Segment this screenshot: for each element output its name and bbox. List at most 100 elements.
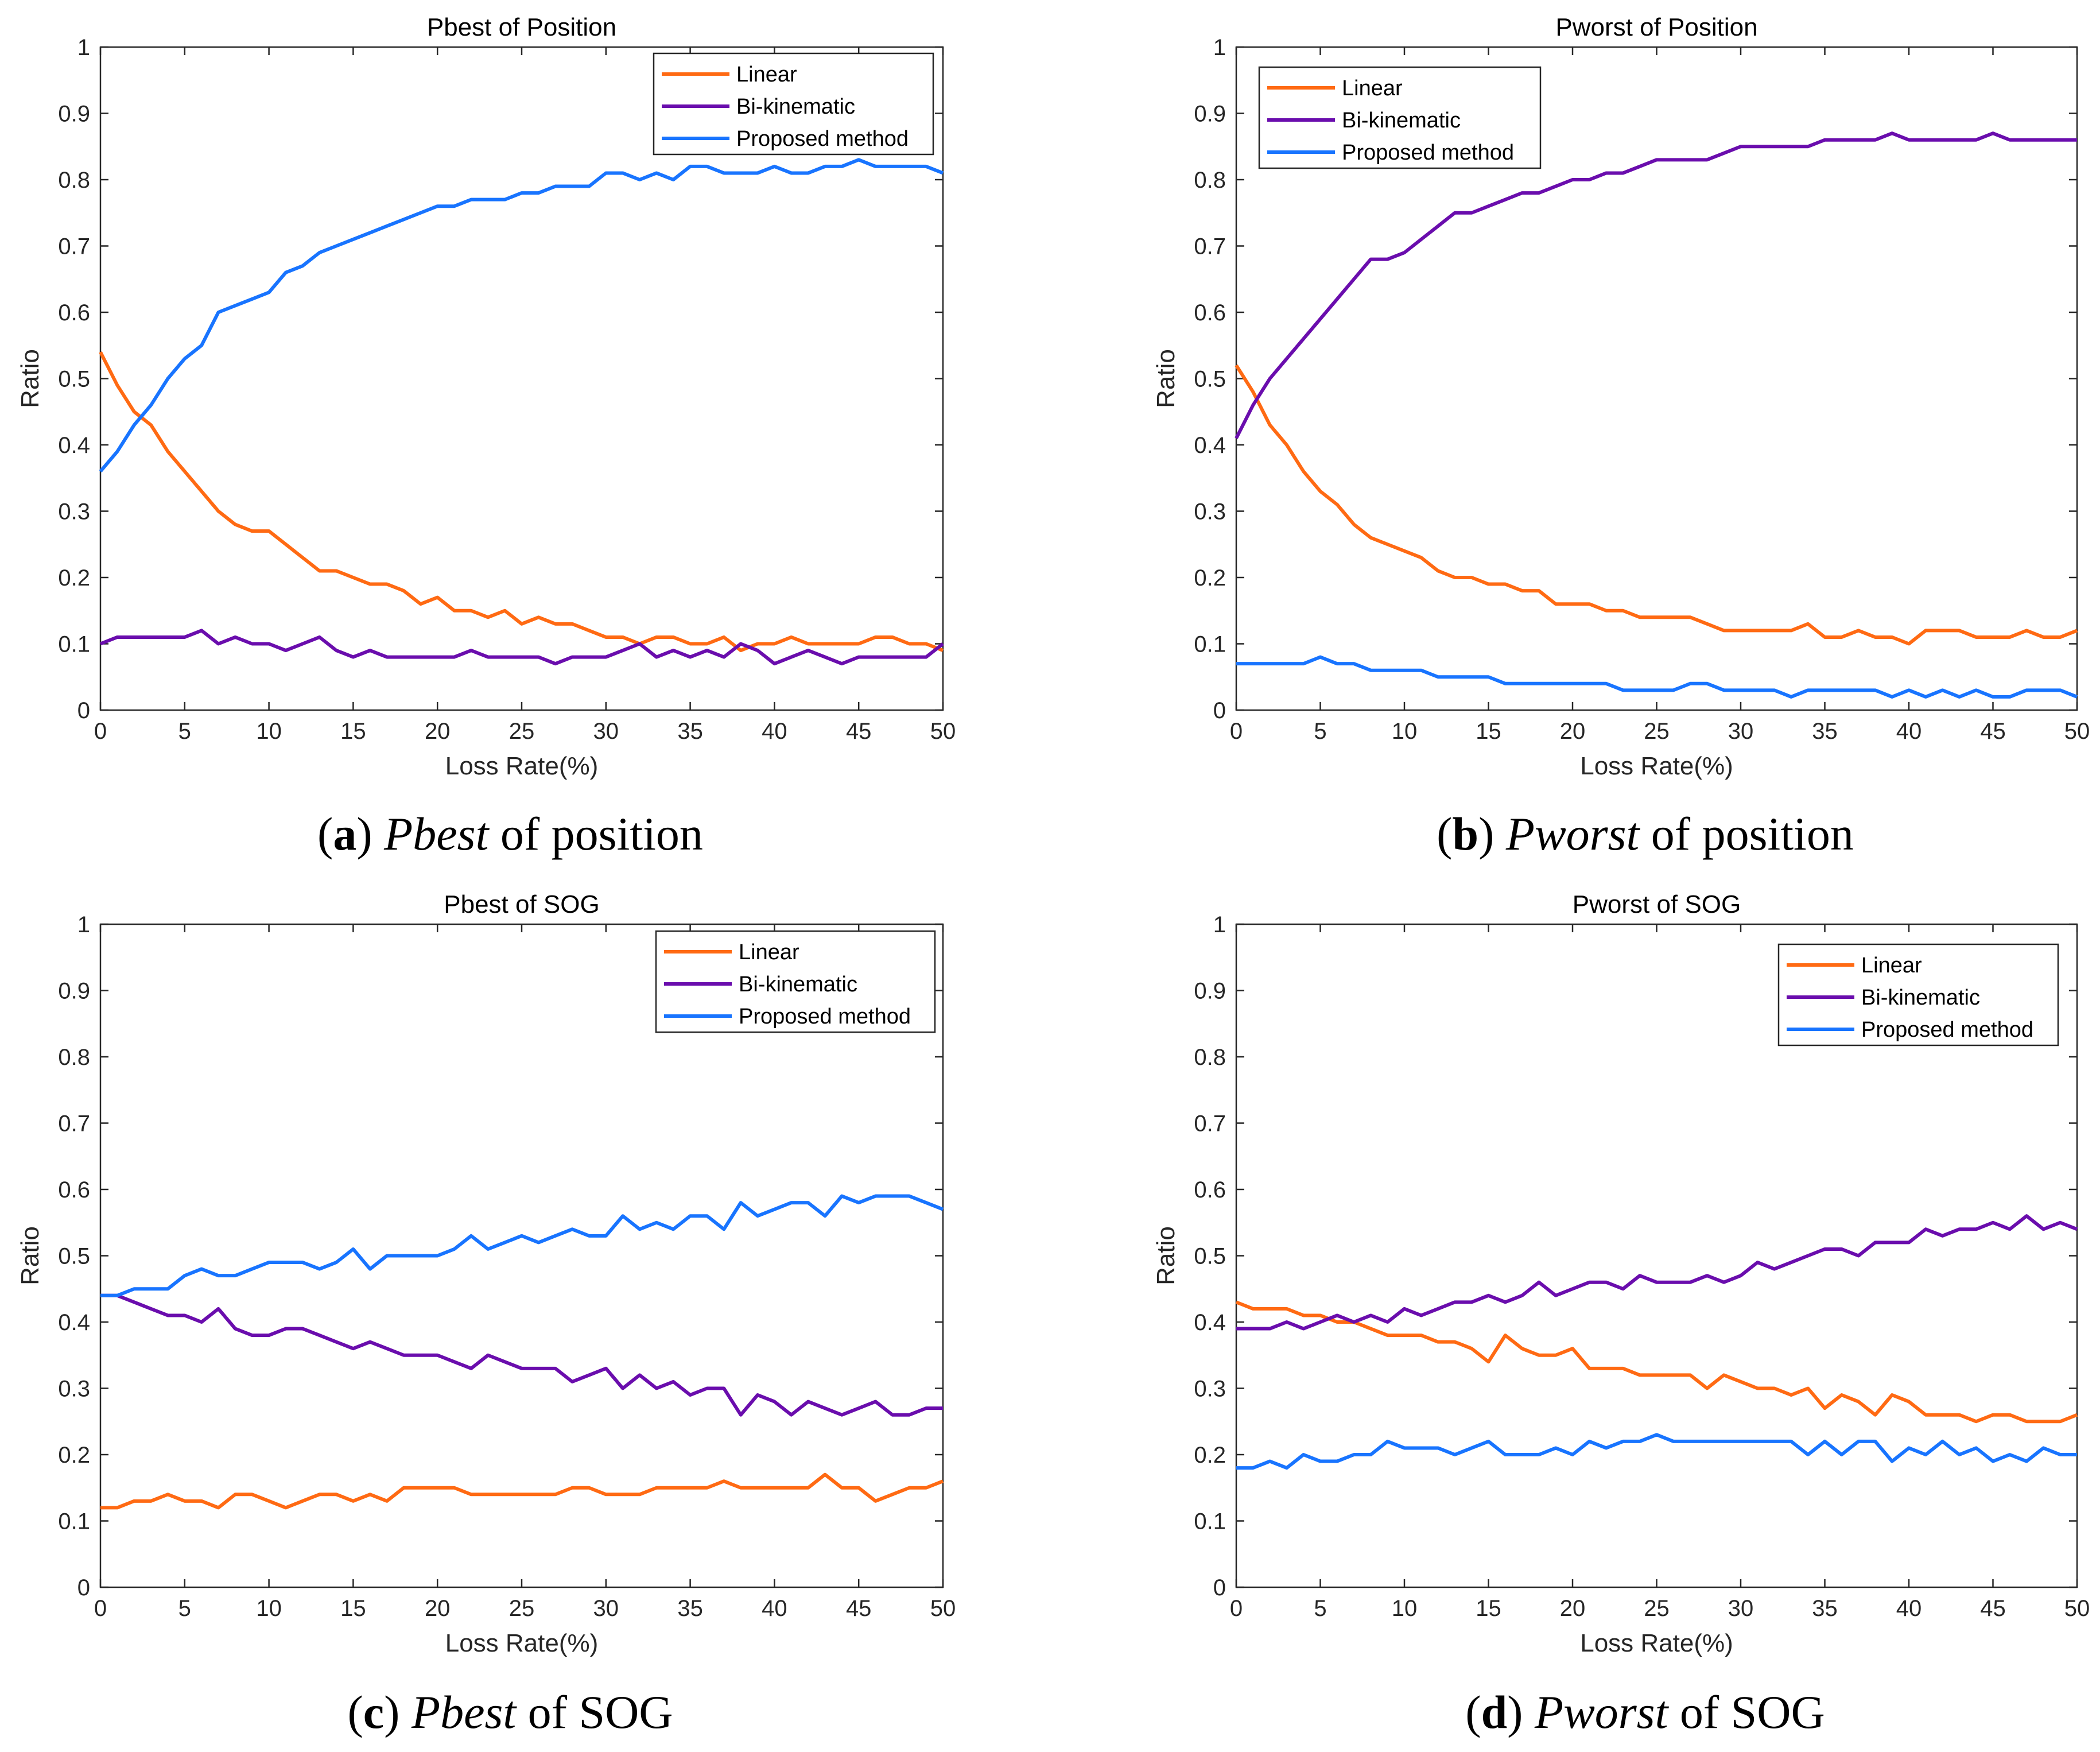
chart-4: 0 5 10 15 20 25 30 35 40 45 50 0 0.1 0.2 0.3 0.4 0.5 0.6 0… — [1152, 890, 2090, 1738]
y-tick-label: 0.3 — [58, 499, 90, 525]
legend: Linear Bi-kinematic Proposed method — [1777, 943, 2059, 1046]
y-tick-label: 0.7 — [58, 1111, 90, 1137]
x-tick-label: 40 — [762, 719, 787, 744]
caption-letter: d — [1481, 1686, 1508, 1738]
x-tick-label: 50 — [930, 1596, 956, 1621]
caption-paren: ( — [347, 1686, 363, 1738]
chart-title: Pbest of Position — [427, 13, 616, 41]
legend-label: Bi-kinematic — [739, 972, 857, 997]
caption-paren: ) — [1507, 1686, 1535, 1738]
x-tick-label: 15 — [1476, 719, 1501, 744]
legend: Linear Bi-kinematic Proposed method — [653, 52, 934, 156]
legend-label: Linear — [739, 940, 799, 964]
panel-caption: (c) Pbest of SOG — [347, 1686, 673, 1738]
y-tick-label: 0.5 — [58, 1244, 90, 1269]
x-tick-label: 5 — [178, 719, 191, 744]
caption-paren: ) — [384, 1686, 412, 1738]
x-tick-label: 20 — [1560, 719, 1586, 744]
y-axis-label: Ratio — [1152, 1226, 1180, 1285]
y-tick-label: 0.7 — [58, 234, 90, 259]
caption-paren: ) — [1478, 808, 1506, 860]
x-tick-label: 20 — [425, 1596, 451, 1621]
caption-paren: ) — [356, 808, 384, 860]
x-tick-label: 20 — [425, 719, 451, 744]
legend-label: Bi-kinematic — [1861, 986, 1980, 1010]
x-tick-label: 25 — [1644, 1596, 1670, 1621]
legend-label: Linear — [736, 63, 797, 87]
chart-title: Pworst of SOG — [1573, 890, 1741, 918]
x-tick-label: 5 — [178, 1596, 191, 1621]
caption-term: Pbest — [383, 808, 490, 860]
y-tick-label: 0.8 — [1194, 1045, 1226, 1070]
y-tick-label: 1 — [77, 35, 90, 60]
x-tick-label: 35 — [1812, 1596, 1838, 1621]
x-tick-label: 30 — [593, 1596, 619, 1621]
x-tick-label: 0 — [1230, 719, 1243, 744]
y-tick-label: 0 — [77, 698, 90, 723]
x-tick-label: 25 — [509, 719, 535, 744]
y-tick-label: 0.5 — [58, 367, 90, 392]
panel-caption: (a) Pbest of position — [317, 808, 703, 860]
y-tick-label: 0.1 — [58, 1509, 90, 1534]
y-tick-label: 0.6 — [58, 1177, 90, 1203]
caption-term: Pworst — [1534, 1686, 1670, 1738]
y-tick-label: 0.4 — [1194, 1310, 1226, 1335]
y-tick-label: 0.9 — [58, 979, 90, 1004]
y-tick-label: 0.6 — [1194, 1177, 1226, 1203]
y-tick-label: 0.6 — [1194, 300, 1226, 325]
legend-label: Linear — [1342, 76, 1403, 100]
legend-label: Proposed method — [736, 127, 909, 151]
chart-1: 0 5 10 15 20 25 30 35 40 45 50 0 0.1 0.2 0.3 0.4 0.5 0.6 0… — [16, 13, 956, 860]
x-tick-label: 15 — [340, 1596, 366, 1621]
y-tick-label: 0.8 — [1194, 168, 1226, 193]
plot-area — [99, 46, 944, 711]
x-tick-label: 10 — [256, 1596, 282, 1621]
caption-rest: of SOG — [516, 1686, 673, 1738]
y-tick-label: 0.9 — [58, 102, 90, 127]
y-tick-label: 0.2 — [1194, 565, 1226, 591]
caption-rest: of SOG — [1668, 1686, 1825, 1738]
y-tick-label: 0.9 — [1194, 102, 1226, 127]
x-tick-label: 30 — [1728, 719, 1754, 744]
legend-label: Proposed method — [1861, 1018, 2033, 1042]
legend-label: Bi-kinematic — [1342, 108, 1461, 133]
panel-caption: (b) Pworst of position — [1437, 808, 1854, 860]
panel-caption: (d) Pworst of SOG — [1465, 1686, 1825, 1738]
x-tick-label: 25 — [509, 1596, 535, 1621]
x-tick-label: 50 — [2064, 1596, 2090, 1621]
x-tick-label: 50 — [2064, 719, 2090, 744]
x-axis-label: Loss Rate(%) — [445, 1629, 599, 1657]
y-axis-label: Ratio — [1152, 349, 1180, 408]
x-tick-label: 45 — [846, 1596, 872, 1621]
y-tick-label: 0.5 — [1194, 1244, 1226, 1269]
x-tick-label: 0 — [94, 1596, 107, 1621]
y-tick-label: 0.1 — [1194, 1509, 1226, 1534]
x-tick-label: 35 — [1812, 719, 1838, 744]
caption-letter: a — [333, 808, 356, 860]
x-tick-label: 45 — [1980, 719, 2006, 744]
y-tick-label: 0 — [77, 1575, 90, 1600]
y-tick-label: 0.4 — [58, 1310, 90, 1335]
y-tick-label: 0.9 — [1194, 979, 1226, 1004]
x-tick-label: 30 — [1728, 1596, 1754, 1621]
y-tick-label: 0.4 — [58, 433, 90, 458]
y-tick-label: 0.7 — [1194, 234, 1226, 259]
x-tick-label: 0 — [1230, 1596, 1243, 1621]
x-tick-label: 40 — [762, 1596, 787, 1621]
y-tick-label: 0.6 — [58, 300, 90, 325]
x-tick-label: 10 — [256, 719, 282, 744]
chart-2: 0 5 10 15 20 25 30 35 40 45 50 0 0.1 0.2 0.3 0.4 0.5 0.6 0… — [1152, 13, 2090, 860]
y-tick-label: 1 — [1213, 912, 1226, 937]
legend-label: Proposed method — [1342, 141, 1514, 165]
y-tick-label: 0.5 — [1194, 367, 1226, 392]
y-tick-label: 0.3 — [58, 1377, 90, 1402]
x-tick-label: 50 — [930, 719, 956, 744]
caption-letter: c — [363, 1686, 384, 1738]
x-tick-label: 35 — [677, 719, 703, 744]
y-tick-label: 1 — [1213, 35, 1226, 60]
caption-rest: of position — [1639, 808, 1854, 860]
x-tick-label: 30 — [593, 719, 619, 744]
chart-3: 0 5 10 15 20 25 30 35 40 45 50 0 0.1 0.2 0.3 0.4 0.5 0.6 0… — [16, 890, 956, 1738]
y-axis-label: Ratio — [16, 349, 44, 408]
x-tick-label: 45 — [1980, 1596, 2006, 1621]
